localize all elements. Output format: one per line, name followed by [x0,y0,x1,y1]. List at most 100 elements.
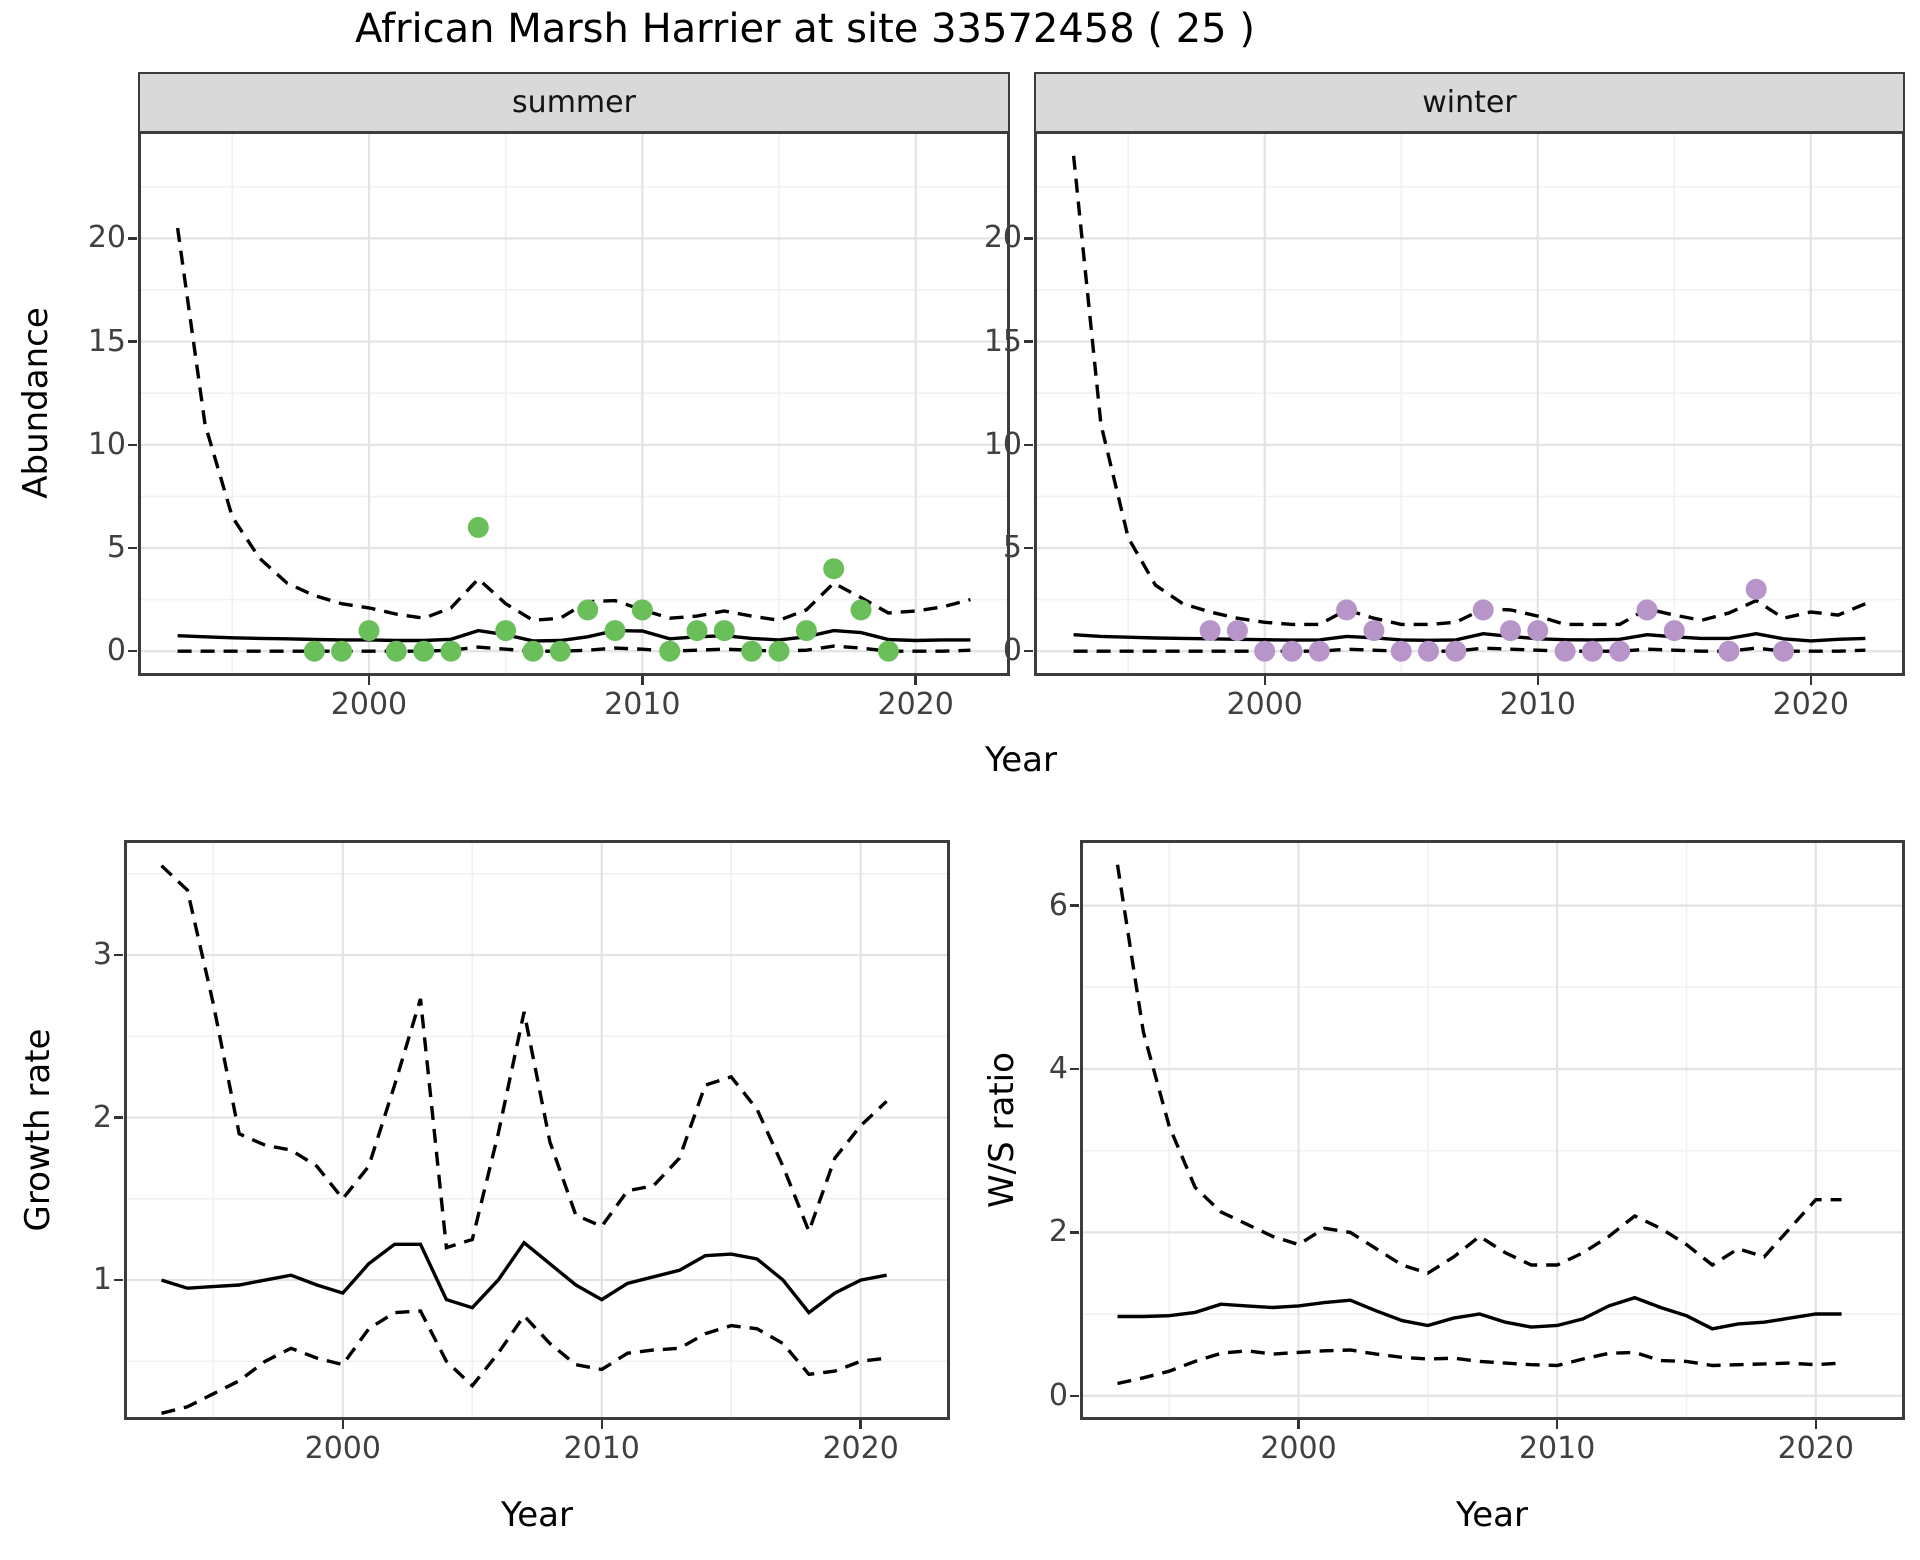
data-point [1718,640,1740,662]
y-tick-mark [128,443,137,446]
data-point [1636,599,1658,621]
data-point [1745,578,1767,600]
x-tick-label: 2020 [1777,1431,1854,1466]
data-point [1308,640,1330,662]
x-tick-mark [1809,676,1812,685]
y-tick-mark [114,953,123,957]
y-tick-mark [1024,546,1033,550]
data-point [1281,640,1303,662]
y-tick-label: 2 [1048,1214,1068,1250]
data-point [1445,640,1467,662]
upper-ci-line [1071,155,1867,627]
data-point [1527,620,1549,642]
y-tick-label: 5 [1002,530,1022,565]
y-tick-label: 20 [983,220,1022,256]
lower-ci-line [161,1309,887,1415]
data-point [604,620,626,642]
x-tick-label: 2000 [1260,1431,1337,1466]
y-tick-label: 1 [92,1262,112,1298]
x-tick-label: 2000 [1226,687,1303,722]
lower-ci-line [1073,646,1866,653]
data-point [1199,620,1221,642]
data-point [713,620,735,642]
data-point [795,620,817,642]
panel-border [124,840,950,1420]
y-tick-label: 5 [106,530,126,565]
y-tick-label: 15 [87,323,126,359]
x-axis-title-year-ws: Year [1456,1495,1528,1535]
x-tick-label: 2020 [877,687,954,722]
x-tick-label: 2000 [304,1431,381,1466]
y-tick-mark [128,546,137,550]
x-tick-mark [1263,676,1266,685]
chart-title: African Marsh Harrier at site 33572458 (… [355,6,1255,52]
data-point [1554,640,1576,662]
y-tick-mark [1070,904,1079,907]
y-tick-mark [1024,237,1033,240]
x-tick-mark [1814,1420,1817,1429]
data-point [331,640,353,662]
y-tick-mark [128,650,137,653]
data-point [741,640,763,662]
ws-ratio-panel [1080,840,1905,1420]
y-axis-title-abundance: Abundance [16,307,56,499]
facet-strip-summer-label: summer [512,85,636,120]
y-tick-mark [1024,340,1033,343]
data-point [1663,620,1685,642]
y-tick-label: 0 [1002,633,1022,669]
x-tick-label: 2010 [563,1431,640,1466]
x-tick-mark [859,1420,862,1429]
data-point [1581,640,1603,662]
x-tick-label: 2000 [330,687,408,722]
y-tick-mark [1070,1067,1079,1071]
x-tick-mark [1555,1420,1559,1429]
data-point [1226,620,1248,642]
growth-rate-panel [124,840,950,1420]
data-point [768,640,790,662]
y-tick-label: 0 [106,633,126,669]
data-point [631,599,653,621]
panel-border [1034,131,1905,676]
data-point [522,640,544,662]
x-tick-label: 2010 [1499,687,1576,722]
facet-strip-winter-label: winter [1422,85,1517,120]
y-tick-label: 4 [1048,1050,1068,1086]
x-tick-label: 2010 [1518,1431,1596,1466]
median-line [1073,631,1866,643]
y-axis-title-ws-ratio: W/S ratio [982,1052,1022,1208]
facet-strip-winter: winter [1034,72,1905,133]
x-tick-mark [341,1420,344,1429]
y-tick-mark [1024,443,1033,446]
x-tick-label: 2020 [822,1431,899,1466]
x-axis-title-year-top: Year [985,740,1057,780]
y-tick-label: 2 [92,1099,112,1135]
y-tick-mark [114,1278,123,1282]
median-line [160,1240,887,1315]
data-point [358,620,380,642]
data-point [303,640,325,662]
data-point [1363,620,1385,642]
y-tick-mark [1024,650,1033,653]
upper-ci-line [160,864,888,1250]
x-tick-mark [600,1420,603,1429]
upper-ci-line [175,227,971,623]
y-tick-mark [128,237,137,240]
y-tick-mark [1070,1394,1079,1397]
x-axis-title-year-growth: Year [501,1495,573,1535]
data-point [823,558,845,580]
data-point [850,599,872,621]
data-point [440,640,462,662]
data-point [413,640,435,662]
data-point [385,640,407,662]
data-point [495,620,517,642]
x-tick-label: 2010 [604,687,681,722]
data-point [686,620,708,642]
data-point [549,640,571,662]
data-point [1472,599,1494,621]
data-point [577,599,599,621]
data-point [659,640,681,662]
x-tick-mark [641,676,644,685]
y-tick-label: 15 [983,323,1022,359]
x-tick-mark [367,676,371,685]
